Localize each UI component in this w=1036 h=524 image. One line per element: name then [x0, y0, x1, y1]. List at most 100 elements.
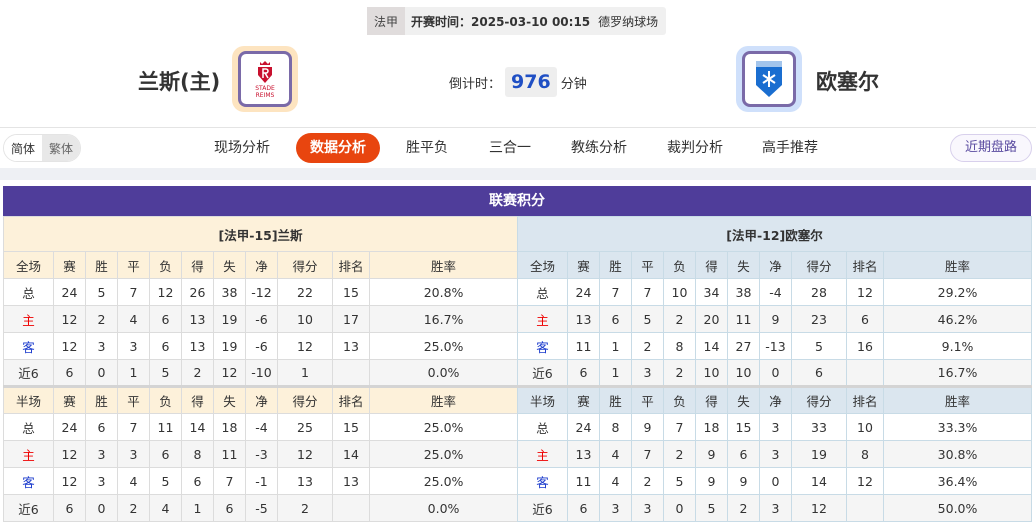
- recent-trends-button[interactable]: 近期盘路: [950, 134, 1032, 162]
- stat-cell: [332, 494, 370, 522]
- column-header: 得: [695, 385, 728, 414]
- column-header: 排名: [846, 385, 884, 414]
- row-label: 客: [3, 467, 54, 495]
- countdown-value: 976: [505, 67, 557, 97]
- stat-cell: 38: [213, 278, 246, 306]
- stat-cell: -10: [245, 359, 278, 387]
- stat-cell: 20.8%: [368, 278, 519, 306]
- row-label: 近6: [517, 359, 568, 387]
- standings-title: 联赛积分: [3, 186, 1031, 216]
- stat-cell: 25.0%: [368, 332, 519, 360]
- column-header: 排名: [332, 385, 370, 414]
- countdown-unit: 分钟: [560, 76, 587, 92]
- stat-cell: 5: [791, 332, 847, 360]
- stat-cell: 13: [277, 467, 333, 495]
- stat-cell: 14: [695, 332, 728, 360]
- away-team-logo[interactable]: [736, 46, 802, 112]
- stat-cell: 9: [759, 305, 792, 333]
- stat-cell: 5: [695, 494, 728, 522]
- stat-cell: 14: [181, 413, 214, 441]
- column-header: 负: [663, 251, 696, 279]
- home-logo-text: STADE REIMS: [255, 85, 275, 99]
- column-header: 负: [663, 385, 696, 414]
- language-toggle[interactable]: 简体 繁体: [3, 134, 82, 162]
- team-rank-header: [法甲-15]兰斯: [2, 216, 519, 252]
- tab-win-draw-loss[interactable]: 胜平负: [406, 140, 448, 156]
- stat-cell: 6: [567, 359, 600, 387]
- stat-cell: 23: [791, 305, 847, 333]
- column-header: 胜: [599, 385, 632, 414]
- spacer-band: [0, 168, 1036, 180]
- stat-cell: [846, 359, 884, 387]
- table-row: 总 24 7 7 10 34 38 -4 28 12 29.2%: [517, 278, 1033, 306]
- stat-cell: 16.7%: [368, 305, 519, 333]
- stat-cell: 36.4%: [882, 467, 1033, 495]
- stat-cell: 18: [213, 413, 246, 441]
- home-team-name[interactable]: 兰斯(主): [138, 70, 221, 94]
- league-badge[interactable]: 法甲: [367, 7, 406, 35]
- column-header: 失: [213, 251, 246, 279]
- stat-cell: 3: [631, 494, 664, 522]
- stat-cell: 8: [663, 332, 696, 360]
- stat-cell: [332, 359, 370, 387]
- tab-live-analysis[interactable]: 现场分析: [214, 140, 270, 156]
- auxerre-crest-icon: [756, 61, 782, 97]
- column-header: 净: [759, 251, 792, 279]
- table-row: 近6 6 0 2 4 1 6 -5 2 0.0%: [3, 494, 519, 522]
- lang-simplified[interactable]: 简体: [4, 135, 43, 161]
- stat-cell: 6: [846, 305, 884, 333]
- stat-cell: 26: [181, 278, 214, 306]
- table-row: 近6 6 0 1 5 2 12 -10 1 0.0%: [3, 359, 519, 387]
- stat-cell: 6: [181, 467, 214, 495]
- column-header: 得分: [277, 385, 333, 414]
- stat-cell: 11: [213, 440, 246, 468]
- stat-cell: 2: [631, 332, 664, 360]
- stat-cell: -13: [759, 332, 792, 360]
- stat-cell: 10: [727, 359, 760, 387]
- column-header: 得分: [277, 251, 333, 279]
- stat-cell: -3: [245, 440, 278, 468]
- stat-cell: 19: [791, 440, 847, 468]
- away-team-name[interactable]: 欧塞尔: [816, 70, 879, 94]
- stat-cell: 29.2%: [882, 278, 1033, 306]
- row-label: 总: [517, 413, 568, 441]
- stat-cell: -1: [245, 467, 278, 495]
- stat-cell: 3: [85, 440, 118, 468]
- column-header-row: 半场赛胜平负得失净得分 排名 胜率: [3, 385, 519, 414]
- stat-cell: 6: [149, 305, 182, 333]
- tab-data-analysis[interactable]: 数据分析: [296, 133, 380, 163]
- stat-cell: 7: [631, 440, 664, 468]
- column-header: 平: [631, 251, 664, 279]
- column-header: 平: [117, 385, 150, 414]
- stat-cell: 1: [117, 359, 150, 387]
- tab-coach-analysis[interactable]: 教练分析: [571, 140, 627, 156]
- stat-cell: 9.1%: [882, 332, 1033, 360]
- stat-cell: 5: [663, 467, 696, 495]
- stat-cell: 25.0%: [368, 413, 519, 441]
- column-header: 平: [631, 385, 664, 414]
- row-label: 客: [3, 332, 54, 360]
- tab-three-in-one[interactable]: 三合一: [489, 140, 531, 156]
- tab-expert-picks[interactable]: 高手推荐: [762, 140, 818, 156]
- countdown-label: 倒计时：: [449, 76, 502, 92]
- stat-cell: 11: [727, 305, 760, 333]
- stat-cell: 0: [759, 359, 792, 387]
- stat-cell: 10: [663, 278, 696, 306]
- column-header: 赛: [53, 385, 86, 414]
- home-standings-table: [法甲-15]兰斯 全场赛胜平负得失净得分 排名 胜率总 24 5 7 12 26 38 -12 22…: [2, 216, 519, 522]
- stat-cell: 6: [727, 440, 760, 468]
- stat-cell: 3: [599, 494, 632, 522]
- home-team-logo[interactable]: STADE REIMS: [232, 46, 298, 112]
- stat-cell: -6: [245, 332, 278, 360]
- stat-cell: 33.3%: [882, 413, 1033, 441]
- column-header: 排名: [846, 251, 884, 279]
- table-row: 总 24 5 7 12 26 38 -12 22 15 20.8%: [3, 278, 519, 306]
- tab-referee-analysis[interactable]: 裁判分析: [667, 140, 723, 156]
- column-header: 得分: [791, 385, 847, 414]
- stat-cell: 7: [631, 278, 664, 306]
- table-row: 客 11 4 2 5 9 9 0 14 12 36.4%: [517, 467, 1033, 495]
- stat-cell: 12: [53, 305, 86, 333]
- column-header: 平: [117, 251, 150, 279]
- stat-cell: 5: [85, 278, 118, 306]
- lang-traditional[interactable]: 繁体: [42, 135, 81, 161]
